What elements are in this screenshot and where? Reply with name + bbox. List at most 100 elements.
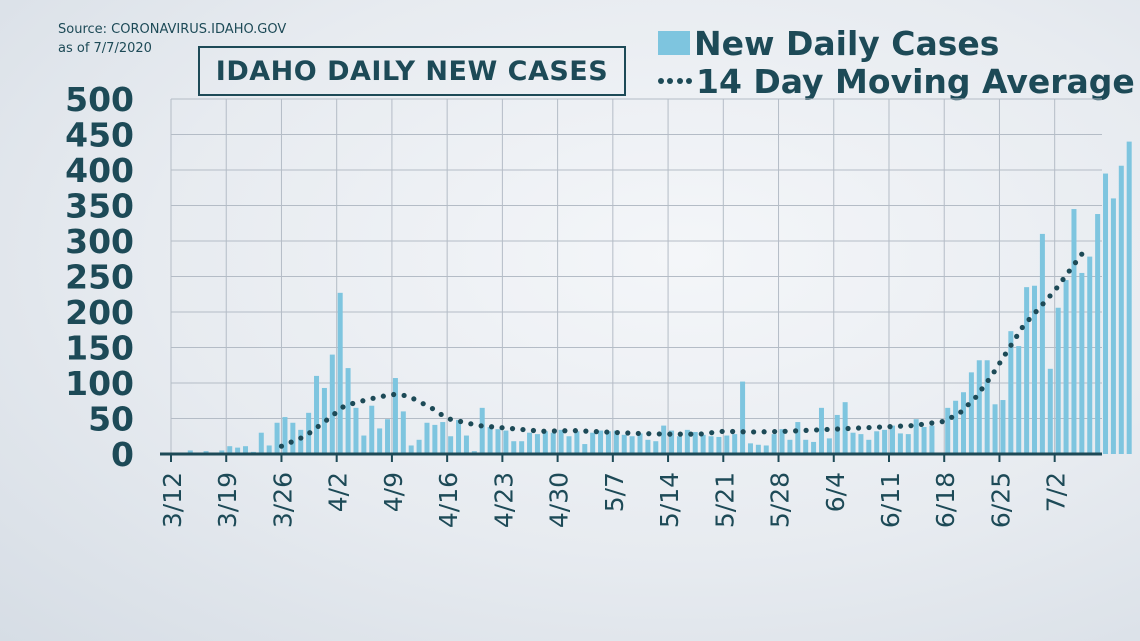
moving-average-dot (1066, 268, 1072, 274)
bar (669, 430, 675, 454)
bar (266, 445, 272, 454)
bar (913, 419, 919, 454)
bar (1032, 285, 1038, 454)
bar (984, 360, 990, 454)
x-tick-label: 6/25 (986, 472, 1015, 528)
bar (463, 435, 469, 454)
legend-label-bars: New Daily Cases (694, 23, 1000, 63)
x-tick-label: 7/2 (1042, 472, 1071, 512)
bar (274, 422, 280, 454)
bar (495, 429, 501, 454)
moving-average-dot (350, 400, 356, 407)
moving-average-dot (1047, 293, 1053, 299)
bar (408, 445, 414, 454)
bar (314, 375, 320, 454)
moving-average-dot (965, 402, 971, 408)
y-tick-label: 350 (65, 187, 134, 226)
moving-average-dot (646, 431, 652, 437)
bar (700, 434, 706, 454)
x-tick-label: 6/11 (876, 472, 905, 528)
moving-average-dot (429, 405, 436, 412)
moving-average-dot (1033, 309, 1039, 315)
moving-average-dot (468, 421, 474, 427)
bar (258, 432, 264, 454)
moving-average-dot (908, 423, 914, 429)
chart-title: IDAHO DAILY NEW CASES (215, 55, 609, 87)
x-tick-label: 4/16 (434, 472, 463, 528)
bar (684, 429, 690, 454)
bar (377, 428, 383, 454)
moving-average-dot (298, 435, 304, 441)
moving-average-dot (288, 439, 294, 445)
moving-average-dot (1014, 333, 1020, 339)
bar (1063, 280, 1069, 454)
bar (613, 430, 619, 454)
moving-average-dot (876, 424, 883, 430)
moving-average-dot (1002, 351, 1009, 357)
bar (290, 422, 296, 454)
moving-average-dot (751, 429, 757, 435)
bar (479, 407, 485, 454)
bar (921, 427, 927, 454)
bar (1118, 165, 1124, 455)
bar (385, 419, 391, 454)
moving-average-dot (307, 430, 313, 436)
bar (968, 372, 974, 454)
moving-average-dot (1019, 324, 1025, 331)
moving-average-dot (499, 425, 505, 431)
bar (850, 432, 856, 454)
moving-average-dot (635, 430, 641, 437)
bar (566, 436, 572, 454)
moving-average-dot (401, 392, 407, 399)
source-line: Source: CORONAVIRUS.IDAHO.GOV (58, 22, 287, 37)
moving-average-dot (551, 428, 557, 434)
moving-average-dot (1054, 285, 1060, 291)
moving-average-dot (667, 431, 673, 437)
bar (1110, 198, 1116, 454)
y-tick-label: 250 (65, 258, 134, 297)
bar (779, 429, 785, 454)
moving-average-dot (520, 426, 526, 433)
bar (708, 436, 714, 454)
moving-average-dot (370, 395, 376, 401)
moving-average-dot (761, 429, 767, 435)
y-tick-label: 300 (65, 222, 134, 261)
x-tick-label: 5/28 (766, 472, 795, 528)
bar (732, 434, 738, 454)
moving-average-dot (509, 426, 516, 432)
legend-swatch-dots (658, 78, 692, 84)
bar (1071, 209, 1077, 454)
bar (416, 439, 422, 454)
x-tick-label: 4/23 (489, 472, 518, 528)
moving-average-dot (834, 426, 841, 432)
bar (1126, 141, 1132, 454)
moving-average-dot (813, 427, 820, 433)
bar (527, 432, 533, 454)
bar (692, 431, 698, 454)
bar (534, 434, 540, 454)
bar (558, 429, 564, 454)
bar (621, 434, 627, 454)
moving-average-dot (391, 391, 397, 398)
bar (227, 446, 233, 454)
y-tick-label: 100 (65, 364, 134, 403)
moving-average-dot (709, 430, 715, 436)
moving-average-dot (958, 409, 964, 415)
moving-average-dot (562, 428, 568, 434)
moving-average-dot (380, 393, 386, 399)
moving-average-dot (411, 396, 417, 402)
moving-average-dot (278, 443, 285, 449)
bar (637, 433, 643, 454)
bar (519, 441, 525, 454)
moving-average-dot (604, 429, 610, 435)
bar (976, 360, 982, 454)
bar (582, 444, 588, 454)
bar (1079, 272, 1085, 454)
bar (1000, 400, 1006, 454)
bar (219, 450, 225, 454)
moving-average-dot (772, 428, 778, 435)
bar (432, 424, 438, 454)
bar (1016, 346, 1022, 454)
moving-average-dot (1008, 342, 1014, 348)
